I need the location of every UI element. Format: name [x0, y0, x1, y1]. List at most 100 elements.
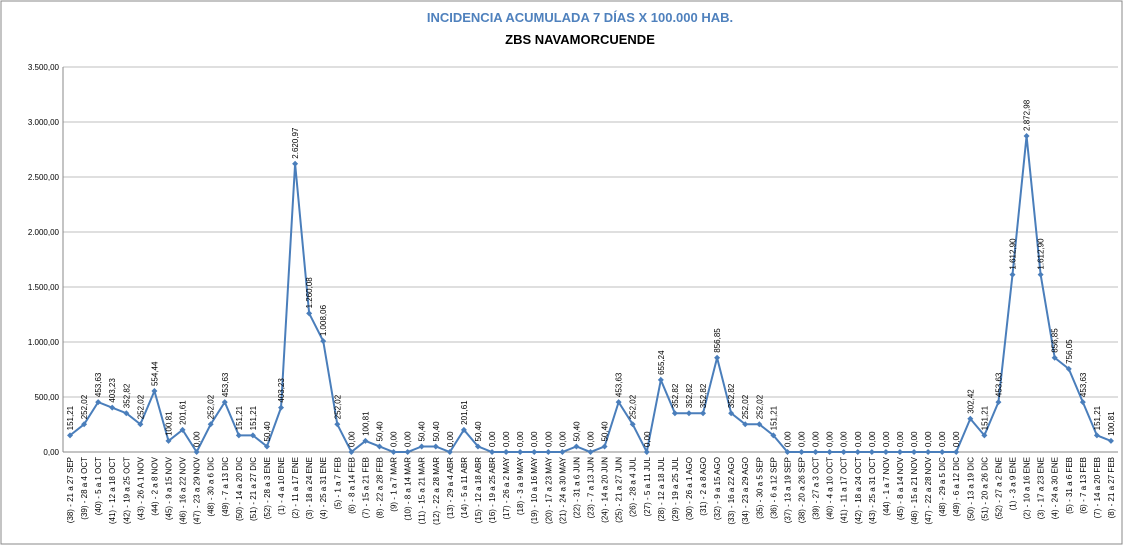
value-label: 453,63 [615, 372, 624, 397]
value-label: 252,02 [629, 394, 638, 419]
x-tick-label: (38) - 20 a 26 SEP [798, 457, 807, 523]
x-tick-label: (6) - 8 a 14 FEB [347, 457, 356, 514]
x-tick-label: (37) - 13 a 19 SEP [783, 457, 792, 523]
x-tick-label: (16) - 19 a 25 ABR [488, 457, 497, 523]
value-label: 252,02 [755, 394, 764, 419]
x-tick-label: (39) - 28 a 4 OCT [80, 457, 89, 520]
value-label: 352,82 [671, 383, 680, 408]
value-label: 0,00 [896, 431, 905, 447]
data-point [278, 404, 285, 411]
x-tick-label: (40) - 5 a 1 OCT [94, 457, 103, 515]
value-label: 50,40 [376, 421, 385, 442]
x-tick-label: (51) - 21 a 27 DIC [249, 457, 258, 521]
x-tick-label: (30) - 26 a 1 AGO [685, 457, 694, 520]
data-point [1023, 132, 1030, 139]
data-point [657, 376, 664, 383]
value-label: 0,00 [938, 431, 947, 447]
data-point [193, 449, 200, 455]
x-tick-label: (43) - 25 a 31 OCT [868, 457, 877, 524]
data-point [263, 443, 270, 450]
value-label: 0,00 [347, 431, 356, 447]
data-point [207, 421, 214, 428]
value-label: 0,00 [868, 431, 877, 447]
value-label: 1.612,90 [1009, 238, 1018, 270]
data-point [587, 449, 594, 455]
data-point [1065, 365, 1072, 372]
x-tick-label: (7) - 15 a 21 FEB [361, 457, 370, 518]
x-tick-label: (46) - 15 a 21 NOV [910, 456, 919, 524]
data-point [685, 410, 692, 417]
value-label: 302,42 [966, 389, 975, 414]
x-tick-label: (52) - 27 a 2 ENE [994, 457, 1003, 519]
data-point [756, 421, 763, 428]
data-point [292, 160, 299, 167]
data-point [601, 443, 608, 450]
value-label: 252,02 [80, 394, 89, 419]
value-label: 50,40 [601, 421, 610, 442]
value-label: 0,00 [882, 431, 891, 447]
data-point [221, 399, 228, 406]
x-tick-label: (24) - 14 a 20 JUN [601, 457, 610, 523]
value-label: 151,21 [980, 405, 989, 430]
data-point [1051, 354, 1058, 361]
data-point [939, 449, 946, 455]
value-label: 50,40 [572, 421, 581, 442]
data-point [1107, 437, 1114, 444]
value-label: 0,00 [854, 431, 863, 447]
data-point [67, 432, 74, 439]
value-label: 352,82 [727, 383, 736, 408]
x-tick-label: (13) - 29 a 4 ABR [446, 457, 455, 519]
data-point [784, 449, 791, 455]
x-tick-label: (8) - 22 a 28 FEB [376, 457, 385, 518]
data-point [123, 410, 130, 417]
y-tick-label: 1.500,00 [28, 283, 60, 292]
x-tick-label: (44) - 2 a 8 NOV [150, 456, 159, 515]
value-label: 151,21 [249, 405, 258, 430]
x-tick-label: (44) - 1 a 7 NOV [882, 456, 891, 515]
data-point [728, 410, 735, 417]
data-point [376, 443, 383, 450]
x-tick-label: (19) - 10 a 16 MAY [530, 456, 539, 524]
x-tick-label: (32) - 9 a 15 AGO [713, 457, 722, 520]
data-point [95, 399, 102, 406]
x-tick-label: (46) - 16 a 22 NOV [179, 456, 188, 524]
data-point [981, 432, 988, 439]
data-point [306, 310, 313, 317]
x-tick-label: (7) - 14 a 20 FEB [1093, 457, 1102, 518]
data-point [854, 449, 861, 455]
data-point [882, 449, 889, 455]
value-label: 1.260,08 [305, 277, 314, 309]
x-tick-label: (2) - 10 a 16 ENE [1023, 457, 1032, 519]
x-tick-label: (3) - 18 a 24 ENE [305, 457, 314, 519]
data-point [953, 449, 960, 455]
value-label: 0,00 [826, 431, 835, 447]
value-label: 403,23 [277, 378, 286, 403]
y-tick-label: 2.000,00 [28, 228, 60, 237]
y-tick-label: 3.500,00 [28, 63, 60, 72]
data-point [109, 404, 116, 411]
data-point [812, 449, 819, 455]
data-point [868, 449, 875, 455]
x-tick-label: (35) - 30 a 5 SEP [755, 457, 764, 519]
chart-subtitle: ZBS NAVAMORCUENDE [505, 32, 655, 47]
x-tick-label: (5) - 1 a 7 FEB [333, 457, 342, 509]
y-tick-label: 2.500,00 [28, 173, 60, 182]
x-tick-label: (11) - 15 a 21 MAR [418, 457, 427, 525]
data-point [671, 410, 678, 417]
x-tick-label: (15) - 12 a 18 ABR [474, 457, 483, 523]
value-label: 252,02 [333, 394, 342, 419]
data-point [418, 443, 425, 450]
data-point [545, 449, 552, 455]
data-point [700, 410, 707, 417]
value-label: 0,00 [488, 431, 497, 447]
x-tick-label: (41) - 11 a 17 OCT [840, 457, 849, 524]
value-label: 0,00 [558, 431, 567, 447]
y-tick-label: 500,00 [35, 393, 60, 402]
value-label: 0,00 [643, 431, 652, 447]
x-tick-label: (3) - 17 a 23 ENE [1037, 457, 1046, 519]
x-tick-label: (4) - 25 a 31 ENE [319, 457, 328, 519]
data-point [742, 421, 749, 428]
value-label: 151,21 [769, 405, 778, 430]
x-tick-label: (2) - 11 a 17 ENE [291, 457, 300, 519]
data-point [404, 449, 411, 455]
